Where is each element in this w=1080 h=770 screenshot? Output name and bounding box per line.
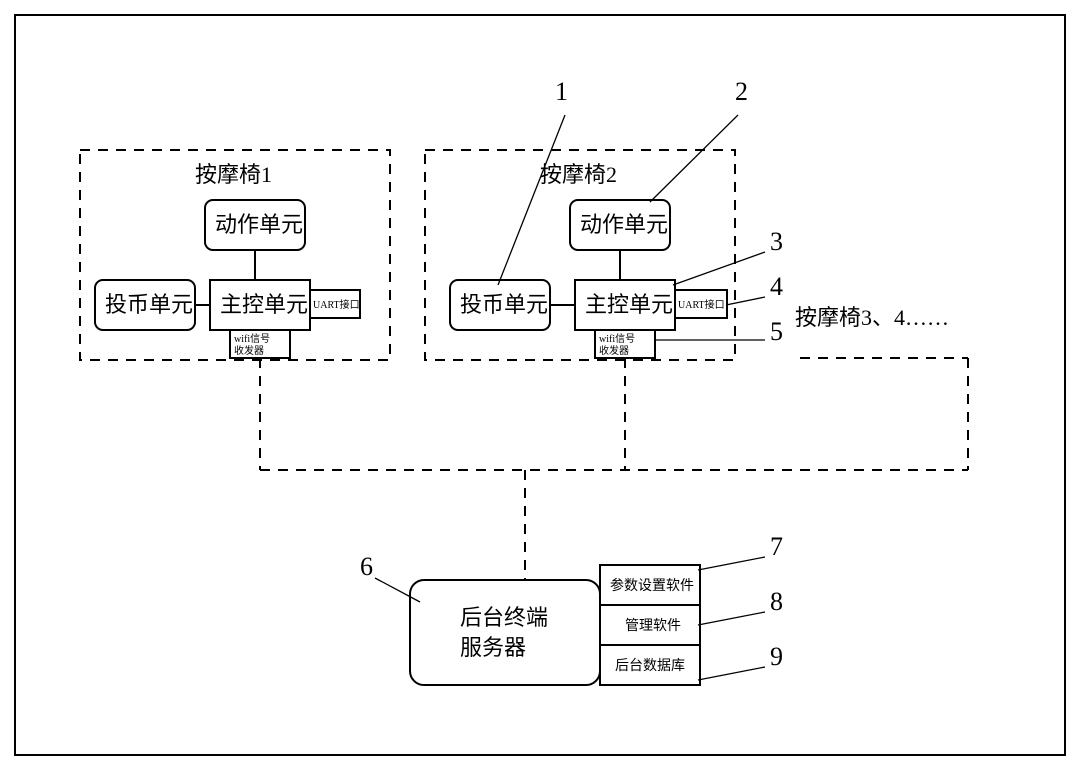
uart-label-c2: UART接口 bbox=[678, 298, 725, 311]
stack-label-0: 参数设置软件 bbox=[610, 577, 694, 594]
callout-num-c5: 5 bbox=[770, 317, 783, 346]
uart-label-c1: UART接口 bbox=[313, 298, 360, 311]
main-unit-label-c2: 主控单元 bbox=[585, 292, 673, 317]
callout-num-c4: 4 bbox=[770, 272, 783, 301]
action-unit-label-c2: 动作单元 bbox=[580, 212, 668, 237]
callout-num-c9: 9 bbox=[770, 642, 783, 671]
callout-line-c2 bbox=[650, 115, 738, 202]
callout-line-c3 bbox=[673, 252, 765, 285]
callout-num-c2: 2 bbox=[735, 77, 748, 106]
callout-line-c9 bbox=[698, 667, 765, 680]
callout-num-c3: 3 bbox=[770, 227, 783, 256]
chair-title-c2: 按摩椅2 bbox=[540, 162, 617, 187]
server-l1: 后台终端 bbox=[460, 605, 548, 630]
callout-num-c1: 1 bbox=[555, 77, 568, 106]
more-chairs-label: 按摩椅3、4…… bbox=[795, 305, 949, 330]
callout-line-c1 bbox=[498, 115, 565, 285]
callout-num-c8: 8 bbox=[770, 587, 783, 616]
wifi-l1-c2: wifi信号 bbox=[599, 333, 635, 345]
stack-label-1: 管理软件 bbox=[625, 618, 681, 634]
stack-label-2: 后台数据库 bbox=[615, 658, 685, 674]
server-box bbox=[410, 580, 600, 685]
callout-num-c6: 6 bbox=[360, 552, 373, 581]
wifi-l1-c1: wifi信号 bbox=[234, 333, 270, 345]
callout-num-c7: 7 bbox=[770, 532, 783, 561]
coin-unit-label-c1: 投币单元 bbox=[105, 292, 193, 317]
main-unit-label-c1: 主控单元 bbox=[220, 292, 308, 317]
callout-line-c4 bbox=[726, 297, 765, 305]
chair-title-c1: 按摩椅1 bbox=[195, 162, 272, 187]
outer-frame bbox=[15, 15, 1065, 755]
wifi-l2-c1: 收发器 bbox=[234, 344, 264, 357]
server-l2: 服务器 bbox=[460, 635, 526, 660]
action-unit-label-c1: 动作单元 bbox=[215, 212, 303, 237]
wifi-l2-c2: 收发器 bbox=[599, 344, 629, 357]
coin-unit-label-c2: 投币单元 bbox=[460, 292, 548, 317]
callout-line-c7 bbox=[698, 557, 765, 570]
callout-line-c6 bbox=[375, 578, 420, 602]
callout-line-c8 bbox=[698, 612, 765, 625]
